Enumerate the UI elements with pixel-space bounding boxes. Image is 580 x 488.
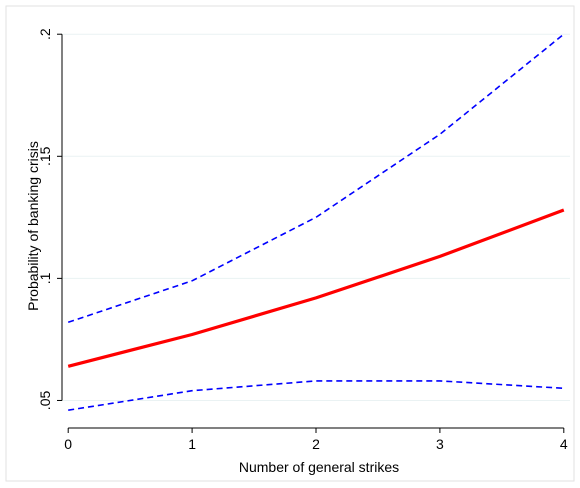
y-axis-title: Probability of banking crisis [25, 141, 41, 311]
x-tick-label-0: 0 [64, 436, 72, 452]
x-tick-label-3: 3 [436, 436, 444, 452]
series-line-lower [68, 380, 564, 411]
series-line-upper [67, 33, 565, 324]
x-tick-label-2: 2 [312, 436, 320, 452]
x-tick-label-1: 1 [188, 436, 196, 452]
series-layer [67, 33, 565, 411]
gridlines [62, 33, 570, 401]
y-tick-label-1: .1 [37, 272, 53, 284]
axes: .05 .1 .15 .2 0 1 2 3 4 [37, 28, 568, 452]
x-tick-label-4: 4 [560, 436, 568, 452]
plot-region-border [5, 5, 575, 482]
y-tick-label-3: .2 [37, 28, 53, 40]
y-tick-label-2: .15 [37, 146, 53, 166]
y-tick-label-0: .05 [37, 391, 53, 411]
series-line-estimate [67, 208, 565, 368]
x-axis-title: Number of general strikes [239, 459, 399, 475]
